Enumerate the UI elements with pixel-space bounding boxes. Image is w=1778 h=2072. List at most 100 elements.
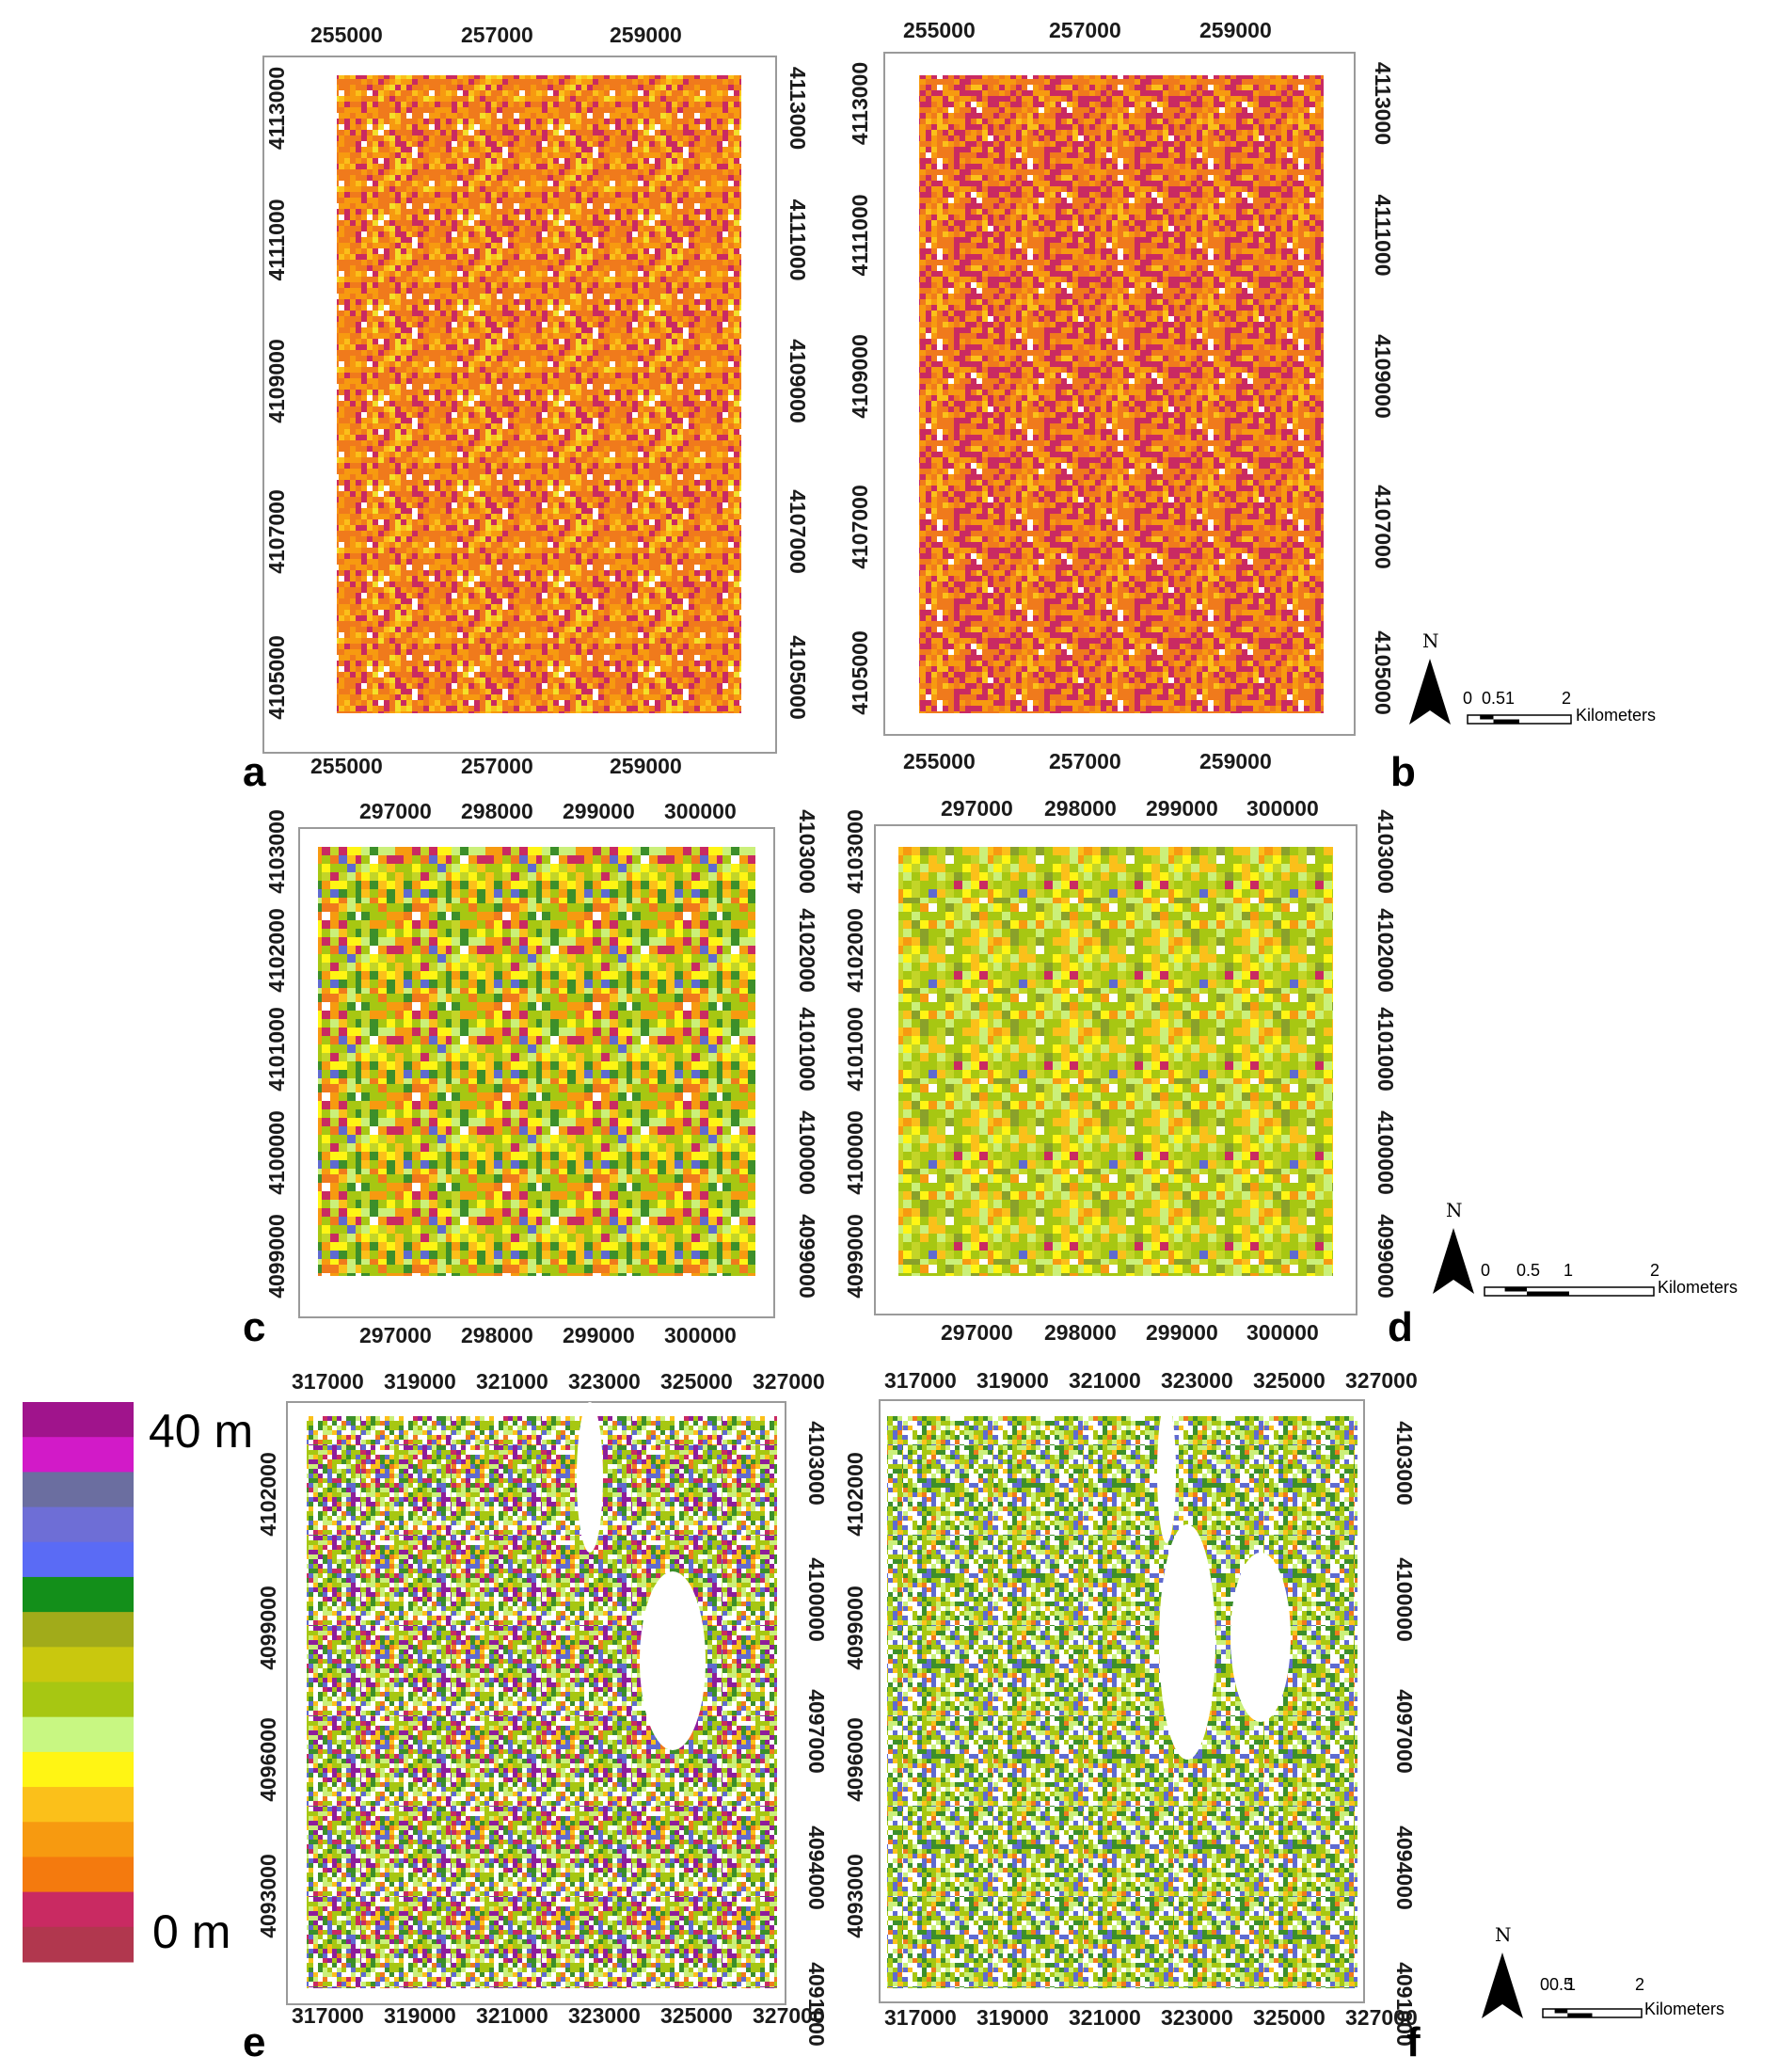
y-tick-right: 4099000 bbox=[795, 1214, 819, 1299]
x-tick-top: 323000 bbox=[568, 1369, 641, 1394]
legend-swatch bbox=[23, 1682, 134, 1718]
no-data-area bbox=[1159, 1524, 1215, 1760]
y-tick-left: 4113000 bbox=[848, 62, 872, 145]
map-panel-a: 255000 257000 259000 255000 257000 259000 4113… bbox=[243, 23, 810, 795]
scale-unit: Kilometers bbox=[1576, 706, 1656, 725]
y-tick-left: 4096000 bbox=[843, 1717, 867, 1802]
x-tick-top: 325000 bbox=[660, 1369, 733, 1394]
x-tick-bottom: 297000 bbox=[941, 1320, 1013, 1345]
legend-swatch bbox=[23, 1891, 134, 1928]
x-tick-top: 321000 bbox=[476, 1369, 548, 1394]
x-tick-top: 327000 bbox=[753, 1369, 825, 1394]
x-tick-top: 297000 bbox=[941, 796, 1013, 821]
x-tick-bottom: 298000 bbox=[461, 1323, 533, 1347]
north-label: N bbox=[1422, 630, 1439, 652]
scale-tick-label: 0 bbox=[1463, 689, 1472, 708]
y-tick-left: 4093000 bbox=[843, 1854, 867, 1938]
x-tick-bottom: 317000 bbox=[292, 2003, 364, 2028]
y-tick-right: 4100000 bbox=[1373, 1110, 1398, 1195]
x-tick-bottom: 327000 bbox=[753, 2003, 825, 2028]
legend-swatch bbox=[23, 1647, 134, 1682]
scale-tick-label: 0.5 bbox=[1516, 1261, 1540, 1280]
north-label: N bbox=[1446, 1199, 1463, 1221]
raster-map bbox=[898, 847, 1333, 1276]
y-tick-right: 4103000 bbox=[1392, 1421, 1417, 1506]
y-tick-left: 4109000 bbox=[264, 339, 289, 423]
y-tick-left: 4102000 bbox=[264, 908, 289, 993]
y-tick-left: 4099000 bbox=[843, 1214, 867, 1299]
x-tick-top: 327000 bbox=[1345, 1368, 1418, 1393]
x-tick-top: 297000 bbox=[359, 799, 432, 823]
x-tick-bottom: 300000 bbox=[664, 1323, 737, 1347]
legend-swatch bbox=[23, 1506, 134, 1543]
y-tick-right: 4097000 bbox=[1392, 1689, 1417, 1774]
legend-swatch bbox=[23, 1787, 134, 1823]
x-tick-bottom: 255000 bbox=[310, 754, 383, 778]
y-tick-right: 4109000 bbox=[1371, 334, 1395, 419]
legend-swatch bbox=[23, 1822, 134, 1857]
y-tick-left: 4111000 bbox=[848, 194, 872, 276]
y-tick-right: 4101000 bbox=[795, 1007, 819, 1092]
y-tick-left: 4102000 bbox=[843, 908, 867, 993]
legend-swatch bbox=[23, 1716, 134, 1753]
y-tick-right: 4105000 bbox=[1371, 630, 1395, 715]
y-tick-left: 4101000 bbox=[264, 1007, 289, 1092]
y-tick-right: 4109000 bbox=[786, 339, 810, 423]
x-tick-bottom: 325000 bbox=[1253, 2005, 1326, 2030]
x-tick-bottom: 323000 bbox=[568, 2003, 641, 2028]
x-tick-bottom: 297000 bbox=[359, 1323, 432, 1347]
x-tick-bottom: 327000 bbox=[1345, 2005, 1418, 2030]
y-tick-left: 4096000 bbox=[256, 1717, 280, 1802]
map-panel-f: 317000 319000 321000 323000 325000 327000 3170… bbox=[843, 1368, 1421, 2065]
no-data-area bbox=[577, 1402, 603, 1553]
scale-tick-label: 1 bbox=[1505, 689, 1515, 708]
y-tick-left: 4103000 bbox=[264, 809, 289, 894]
y-tick-right: 4103000 bbox=[795, 809, 819, 894]
y-tick-right: 4097000 bbox=[804, 1689, 829, 1774]
y-tick-right: 4100000 bbox=[804, 1557, 829, 1642]
x-tick-top: 321000 bbox=[1069, 1368, 1141, 1393]
x-tick-top: 257000 bbox=[461, 23, 533, 47]
y-tick-right: 4103000 bbox=[804, 1421, 829, 1506]
y-tick-right: 4091000 bbox=[1392, 1962, 1417, 2047]
y-tick-left: 4093000 bbox=[256, 1854, 280, 1938]
y-tick-left: 4099000 bbox=[264, 1214, 289, 1299]
x-tick-bottom: 321000 bbox=[476, 2003, 548, 2028]
y-tick-right: 4094000 bbox=[804, 1825, 829, 1910]
legend-swatch bbox=[23, 1751, 134, 1788]
raster-map bbox=[307, 1416, 777, 1988]
map-panel-d: 297000 298000 299000 300000 297000 298000 2990… bbox=[843, 796, 1413, 1350]
x-tick-top: 317000 bbox=[292, 1369, 364, 1394]
x-tick-top: 323000 bbox=[1161, 1368, 1233, 1393]
y-tick-left: 4107000 bbox=[848, 485, 872, 569]
x-tick-top: 317000 bbox=[884, 1368, 957, 1393]
x-tick-bottom: 317000 bbox=[884, 2005, 957, 2030]
legend-swatch bbox=[23, 1437, 134, 1473]
y-tick-right: 4111000 bbox=[1371, 194, 1395, 276]
y-tick-right: 4102000 bbox=[1373, 908, 1398, 993]
legend-swatch bbox=[23, 1541, 134, 1578]
north-arrow-icon bbox=[1482, 1952, 1523, 2018]
x-tick-bottom: 255000 bbox=[903, 749, 976, 773]
x-tick-bottom: 299000 bbox=[563, 1323, 635, 1347]
y-tick-left: 4102000 bbox=[843, 1452, 867, 1537]
x-tick-bottom: 257000 bbox=[1049, 749, 1121, 773]
north-arrow-icon bbox=[1409, 659, 1451, 725]
y-tick-left: 4105000 bbox=[264, 635, 289, 720]
x-tick-bottom: 323000 bbox=[1161, 2005, 1233, 2030]
no-data-area bbox=[1230, 1553, 1291, 1722]
y-tick-left: 4111000 bbox=[264, 199, 289, 280]
y-tick-right: 4113000 bbox=[786, 67, 810, 150]
x-tick-top: 259000 bbox=[1199, 18, 1272, 42]
panel-letter: f bbox=[1406, 2019, 1421, 2065]
legend-swatch bbox=[23, 1576, 134, 1613]
no-data-area bbox=[1157, 1402, 1176, 1543]
panel-letter: e bbox=[243, 2019, 265, 2065]
height-legend: 40 m 0 m bbox=[23, 1402, 253, 1963]
y-tick-left: 4107000 bbox=[264, 489, 289, 574]
x-tick-bottom: 259000 bbox=[610, 754, 682, 778]
y-tick-right: 4113000 bbox=[1371, 62, 1395, 145]
